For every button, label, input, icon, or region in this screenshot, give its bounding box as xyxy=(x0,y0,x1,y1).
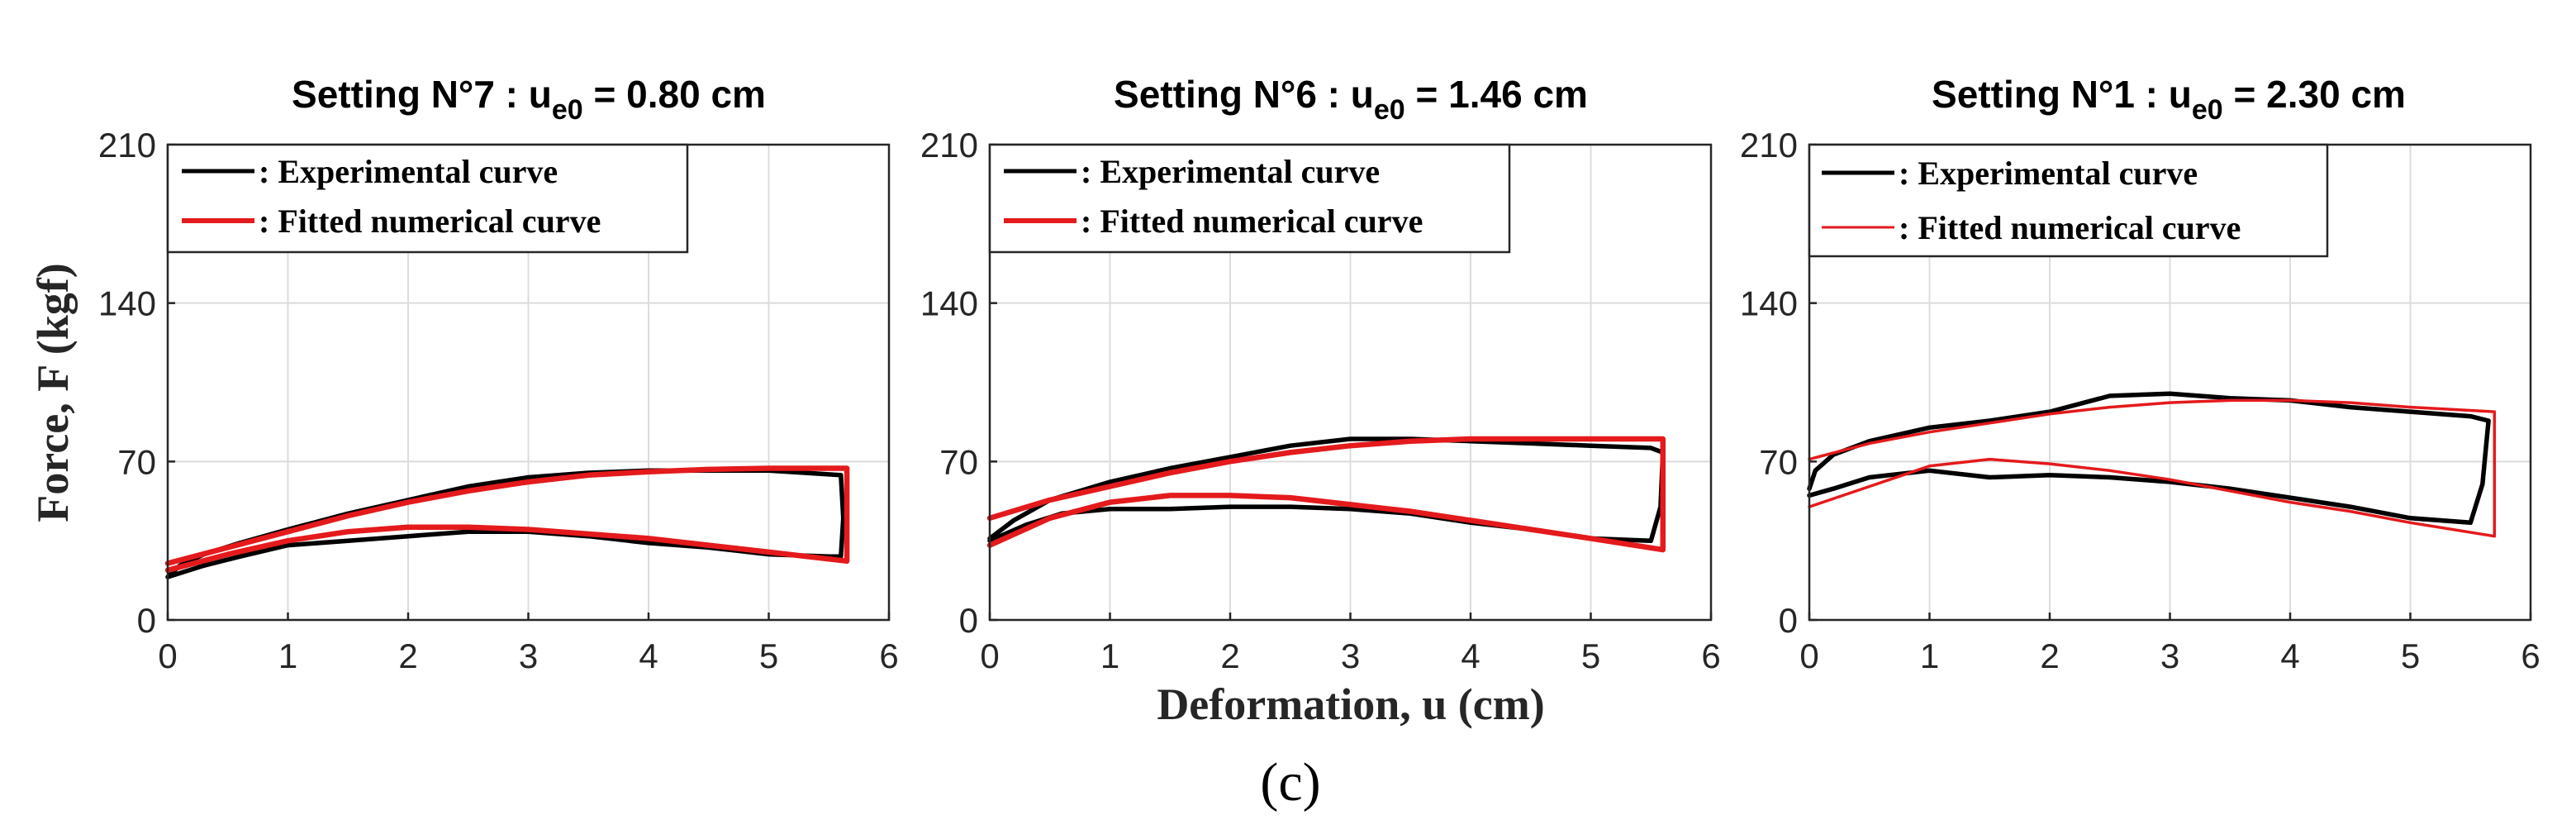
x-tick-label-3: 3 xyxy=(1341,636,1360,675)
x-tick-label-4: 4 xyxy=(1461,636,1480,675)
chart-panel-setting-1: Setting N°1 : ue0 = 2.30 cm 0 1 2 3 4 5 6 0 70 14… xyxy=(1740,73,2540,675)
x-tick-label-0: 0 xyxy=(1799,636,1818,675)
chart-panel-setting-6: Setting N°6 : ue0 = 1.46 cm 0 1 2 3 4 5 6 0 70 14… xyxy=(920,73,1721,675)
y-tick-label-0: 0 xyxy=(959,601,978,640)
x-tick-label-0: 0 xyxy=(158,636,177,675)
chart-title: Setting N°6 : ue0 = 1.46 cm xyxy=(1114,73,1588,126)
chart-title: Setting N°1 : ue0 = 2.30 cm xyxy=(1932,73,2406,126)
y-tick-label-210: 210 xyxy=(98,126,156,164)
x-tick-label-1: 1 xyxy=(1100,636,1119,675)
y-axis-label: Force, F (kgf) xyxy=(28,263,78,522)
y-tick-label-0: 0 xyxy=(137,601,156,640)
y-tick-label-0: 0 xyxy=(1779,601,1798,640)
x-tick-label-6: 6 xyxy=(2521,636,2540,675)
figure-caption: (c) xyxy=(1260,752,1320,813)
legend-label-experimental: : Experimental curve xyxy=(259,153,558,190)
x-tick-label-0: 0 xyxy=(980,636,999,675)
x-tick-label-3: 3 xyxy=(2160,636,2179,675)
legend-label-experimental: : Experimental curve xyxy=(1081,153,1380,190)
y-tick-label-140: 140 xyxy=(1740,284,1798,323)
x-tick-label-4: 4 xyxy=(2280,636,2299,675)
legend-label-fitted: : Fitted numerical curve xyxy=(259,203,601,240)
y-tick-label-140: 140 xyxy=(920,284,978,323)
chart-panel-setting-7: Setting N°7 : ue0 = 0.80 cm 0 1 2 3 4 5 6 0 70 14… xyxy=(98,73,899,675)
legend-box xyxy=(988,143,1511,254)
x-tick-label-1: 1 xyxy=(1920,636,1939,675)
tick-labels: 0 1 2 3 4 5 6 0 70 140 210 xyxy=(1740,126,2540,675)
experimental-curve xyxy=(1807,391,2491,526)
x-tick-label-2: 2 xyxy=(2040,636,2059,675)
x-axis-label: Deformation, u (cm) xyxy=(1157,679,1544,729)
legend-label-fitted: : Fitted numerical curve xyxy=(1081,203,1423,240)
series-layer xyxy=(164,465,850,579)
fitted-numerical-curve xyxy=(986,436,1666,553)
series-layer xyxy=(986,436,1666,553)
y-tick-label-140: 140 xyxy=(98,284,156,323)
tick-labels: 0 1 2 3 4 5 6 0 70 140 210 xyxy=(98,126,899,675)
legend: : Experimental curve : Fitted numerical … xyxy=(166,143,689,254)
y-tick-label-210: 210 xyxy=(920,126,978,164)
y-tick-label-70: 70 xyxy=(1759,442,1798,481)
legend: : Experimental curve : Fitted numerical … xyxy=(988,143,1511,254)
y-tick-label-70: 70 xyxy=(939,442,978,481)
x-tick-label-6: 6 xyxy=(1701,636,1720,675)
x-tick-label-1: 1 xyxy=(278,636,297,675)
x-tick-label-3: 3 xyxy=(519,636,538,675)
series-layer xyxy=(1807,391,2497,538)
legend: : Experimental curve : Fitted numerical … xyxy=(1808,143,2329,258)
x-tick-label-2: 2 xyxy=(398,636,417,675)
fitted-numerical-curve xyxy=(1808,398,2497,538)
legend-box xyxy=(166,143,689,254)
x-tick-label-4: 4 xyxy=(639,636,658,675)
chart-title: Setting N°7 : ue0 = 0.80 cm xyxy=(292,73,766,126)
legend-label-fitted: : Fitted numerical curve xyxy=(1899,209,2241,246)
x-tick-label-5: 5 xyxy=(2401,636,2420,675)
tick-labels: 0 1 2 3 4 5 6 0 70 140 210 xyxy=(920,126,1721,675)
x-tick-label-5: 5 xyxy=(1581,636,1600,675)
x-tick-label-2: 2 xyxy=(1220,636,1239,675)
y-tick-label-70: 70 xyxy=(117,442,156,481)
y-tick-label-210: 210 xyxy=(1740,126,1798,164)
x-tick-label-6: 6 xyxy=(879,636,898,675)
legend-label-experimental: : Experimental curve xyxy=(1899,155,2198,192)
legend-box xyxy=(1808,143,2329,258)
fitted-numerical-curve xyxy=(164,465,850,574)
x-tick-label-5: 5 xyxy=(759,636,778,675)
